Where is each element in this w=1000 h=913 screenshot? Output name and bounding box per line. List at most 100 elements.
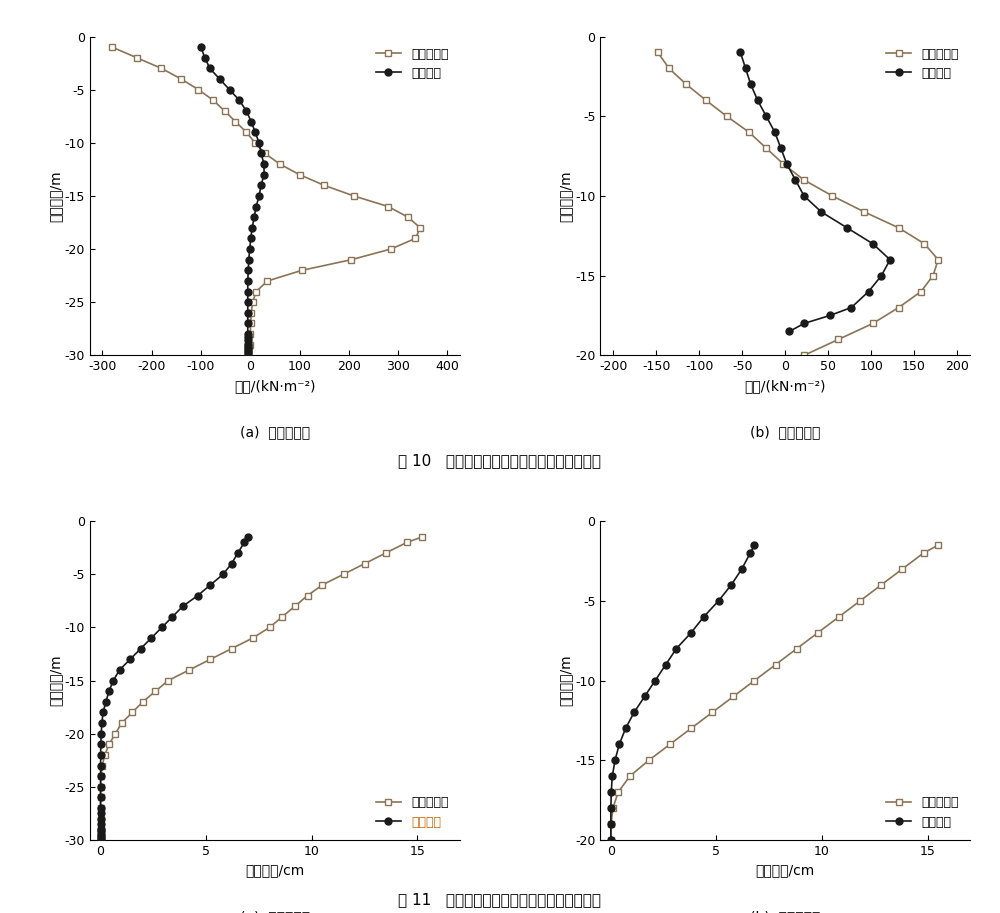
Legend: 无波浪作用, 波谷作用: 无波浪作用, 波谷作用 <box>371 43 453 85</box>
无波浪作用 <box>103 739 115 750</box>
波谷作用 <box>95 750 107 761</box>
波谷作用 <box>255 180 267 191</box>
Legend: 无波浪作用, 波谷作用: 无波浪作用, 波谷作用 <box>881 43 964 85</box>
波谷作用 <box>734 47 746 58</box>
无波浪作用 <box>226 643 238 654</box>
波谷作用 <box>863 286 875 297</box>
波谷作用 <box>95 808 107 819</box>
波谷作用 <box>95 782 107 792</box>
Text: 图 11   波谷作用下非等长双排钢板桩水平位移: 图 11 波谷作用下非等长双排钢板桩水平位移 <box>398 892 602 907</box>
波谷作用 <box>698 612 710 623</box>
波谷作用 <box>242 265 254 276</box>
波谷作用 <box>124 654 136 665</box>
波谷作用 <box>628 707 640 718</box>
无波浪作用 <box>137 697 149 708</box>
无波浪作用 <box>95 803 107 813</box>
波谷作用 <box>605 787 617 798</box>
无波浪作用 <box>414 223 426 234</box>
波谷作用 <box>95 813 107 824</box>
波谷作用 <box>713 595 725 606</box>
无波浪作用 <box>244 340 256 351</box>
波谷作用 <box>620 723 632 734</box>
波谷作用 <box>95 824 107 834</box>
无波浪作用 <box>858 206 870 217</box>
Text: (b)  临海侧排桩: (b) 临海侧排桩 <box>750 910 820 913</box>
无波浪作用 <box>95 782 107 792</box>
无波浪作用 <box>296 265 308 276</box>
波谷作用 <box>244 244 256 255</box>
无波浪作用 <box>932 254 944 265</box>
无波浪作用 <box>727 691 739 702</box>
无波浪作用 <box>893 302 905 313</box>
无波浪作用 <box>706 707 718 718</box>
波谷作用 <box>242 344 254 355</box>
波谷作用 <box>95 828 107 839</box>
波谷作用 <box>233 95 245 106</box>
波谷作用 <box>783 326 795 337</box>
波谷作用 <box>242 531 254 542</box>
波谷作用 <box>660 659 672 670</box>
无波浪作用 <box>348 191 360 202</box>
波谷作用 <box>736 563 748 574</box>
无波浪作用 <box>249 137 261 148</box>
无波浪作用 <box>204 654 216 665</box>
波谷作用 <box>884 254 896 265</box>
波谷作用 <box>744 548 756 559</box>
无波浪作用 <box>826 191 838 202</box>
波谷作用 <box>824 310 836 321</box>
波谷作用 <box>204 580 216 591</box>
Legend: 无波浪作用, 波谷作用: 无波浪作用, 波谷作用 <box>371 792 453 834</box>
波谷作用 <box>95 739 107 750</box>
波谷作用 <box>242 349 254 360</box>
无波浪作用 <box>401 537 413 548</box>
无波浪作用 <box>680 79 692 89</box>
波谷作用 <box>97 707 109 718</box>
Line: 无波浪作用: 无波浪作用 <box>654 49 942 359</box>
无波浪作用 <box>664 739 676 750</box>
无波浪作用 <box>777 159 789 170</box>
无波浪作用 <box>244 329 256 340</box>
波谷作用 <box>649 675 661 686</box>
波谷作用 <box>95 819 107 830</box>
波谷作用 <box>242 331 254 342</box>
无波浪作用 <box>605 819 617 830</box>
波谷作用 <box>725 580 737 591</box>
波谷作用 <box>107 675 119 686</box>
波谷作用 <box>95 834 107 845</box>
波谷作用 <box>242 329 254 340</box>
波谷作用 <box>242 286 254 297</box>
X-axis label: 水平位移/cm: 水平位移/cm <box>756 864 815 877</box>
波谷作用 <box>226 558 238 569</box>
无波浪作用 <box>207 95 219 106</box>
无波浪作用 <box>95 824 107 834</box>
无波浪作用 <box>240 127 252 138</box>
无波浪作用 <box>652 47 664 58</box>
波谷作用 <box>114 665 126 676</box>
波谷作用 <box>245 233 257 244</box>
波谷作用 <box>246 223 258 234</box>
波谷作用 <box>156 622 168 633</box>
无波浪作用 <box>918 548 930 559</box>
Text: (b)  临海侧排桩: (b) 临海侧排桩 <box>750 425 820 439</box>
波谷作用 <box>258 159 270 170</box>
波谷作用 <box>249 127 261 138</box>
Y-axis label: 排桩深度/m: 排桩深度/m <box>558 655 572 707</box>
波谷作用 <box>789 174 801 185</box>
波谷作用 <box>192 590 204 601</box>
波谷作用 <box>95 771 107 782</box>
无波浪作用 <box>416 531 428 542</box>
波谷作用 <box>95 833 107 844</box>
无波浪作用 <box>624 771 636 782</box>
无波浪作用 <box>409 233 421 244</box>
波谷作用 <box>96 718 108 729</box>
无波浪作用 <box>96 761 108 771</box>
波谷作用 <box>639 691 651 702</box>
无波浪作用 <box>833 612 845 623</box>
无波浪作用 <box>250 286 262 297</box>
波谷作用 <box>609 755 621 766</box>
无波浪作用 <box>643 755 655 766</box>
无波浪作用 <box>131 52 143 63</box>
无波浪作用 <box>854 595 866 606</box>
无波浪作用 <box>867 318 879 329</box>
无波浪作用 <box>149 686 161 697</box>
